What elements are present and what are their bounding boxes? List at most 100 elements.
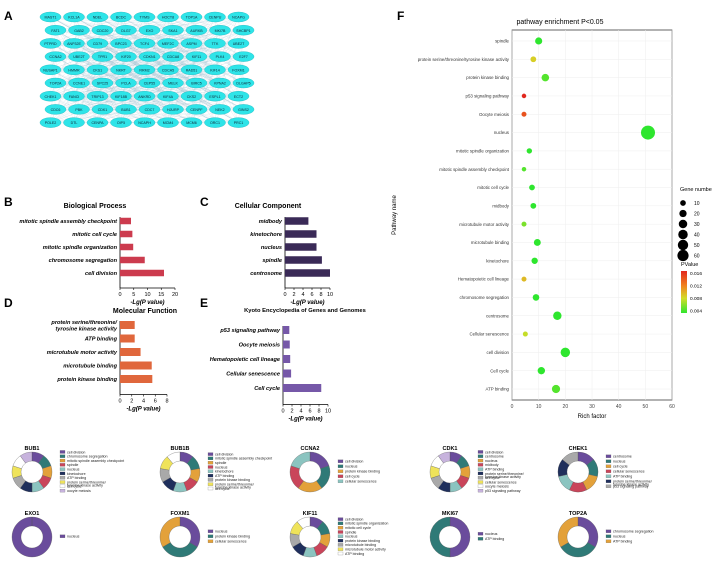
network-node: GAB2 (68, 25, 90, 36)
donut-legend-label: mitotic spindle assembly checkpoint (67, 459, 124, 463)
pathway-label: centrosome (486, 313, 509, 318)
donut-legend-label: microtubule motor activity (345, 548, 386, 552)
donut-legend-label: nucleus (67, 535, 80, 539)
bar (120, 334, 135, 343)
bar (283, 384, 322, 392)
network-node-label: TCF4 (140, 42, 149, 46)
network-node-label: UBE2T (73, 55, 85, 59)
donut-legend-label: ATP binding (215, 474, 234, 478)
size-legend-dot (677, 249, 689, 262)
bar (285, 256, 322, 264)
network-node-shape (63, 90, 85, 102)
size-legend-label: 10 (694, 201, 700, 207)
network-node-label: DTL (71, 121, 78, 125)
ppi-network: MAST1 KCL1A NDEL BCDC TYMS HOCT8 TOP1A CENPU NCA… (39, 11, 255, 128)
panel-label-d: D (4, 296, 13, 310)
network-node-shape (68, 25, 90, 36)
network-node-shape (133, 11, 156, 23)
network-node: ANKRD (133, 90, 156, 102)
network-node: ORC1 (204, 117, 226, 128)
donut-legend-label: protein kinase binding (345, 539, 380, 543)
network-node-shape (110, 117, 132, 128)
donut-legend-swatch (477, 532, 484, 536)
network-node: DLG7 (115, 25, 137, 36)
category-label: spindle (262, 258, 282, 264)
network-node-shape (68, 51, 90, 62)
network-node-shape (110, 64, 132, 76)
network-node-label: ASPM (186, 42, 196, 46)
network-node: ESPL1 (204, 90, 226, 102)
network-node-label: NDEL (93, 16, 103, 20)
network-node-shape (86, 38, 109, 49)
bar (285, 217, 309, 225)
network-node-shape (162, 25, 184, 36)
network-node: FOXM1 (227, 64, 250, 76)
x-tick-label: 2 (290, 409, 293, 415)
network-node: UBE2T (68, 51, 90, 62)
x-tick-label: 8 (165, 399, 168, 405)
network-node-shape (91, 25, 114, 36)
x-tick-label: 2 (130, 399, 133, 405)
donut-legend-swatch (605, 454, 612, 458)
x-tick-label: 8 (317, 409, 320, 415)
donut-legend-label: nucleus (485, 459, 498, 463)
donut-legend-swatch (59, 489, 66, 493)
x-tick-label: 4 (299, 409, 302, 415)
donut-legend-label: centrosome (485, 455, 504, 459)
donut-legend-label: ATP binding (613, 540, 632, 544)
network-node: KIF20 (115, 51, 137, 62)
donut-legend-label: spindle (67, 463, 78, 467)
network-node: KCL1A (63, 11, 85, 23)
network-node: HOCT8 (157, 11, 179, 23)
donut-legend-swatch (207, 456, 214, 460)
category-label: protein kinase binding (56, 377, 117, 383)
category-label: protein serine/threonine/ (50, 320, 118, 326)
network-node: CD79 (86, 38, 109, 49)
network-node-shape (115, 25, 137, 36)
network-node-label: ANKRD (138, 95, 151, 99)
network-node: CHEK1 (39, 90, 62, 102)
network-node: CCNA2 (44, 51, 67, 62)
network-node-shape (86, 11, 109, 23)
network-node-label: CDKN1 (143, 55, 155, 59)
donut-legend-label: cell cycle (485, 476, 500, 480)
donut-slice (429, 516, 451, 558)
network-node: KIF4A (157, 90, 179, 102)
network-node: PBK (68, 104, 90, 115)
donut-legend-swatch (477, 450, 484, 454)
network-node: MELK (162, 77, 184, 89)
x-tick-label: 4 (301, 292, 304, 298)
network-node: DLGAP5 (232, 77, 255, 89)
network-node-shape (68, 77, 90, 89)
donut-legend-label: chromosome segregation (613, 530, 654, 534)
donut-gene-label: KIF11 (303, 511, 318, 517)
donut-slice (438, 451, 451, 464)
donut-slice (449, 516, 471, 558)
network-node-shape (138, 25, 161, 36)
network-node-label: CENPU (209, 16, 222, 20)
network-node-shape (162, 104, 184, 115)
network-node: NUSAP1 (39, 64, 62, 76)
donut-legend-swatch (605, 464, 612, 468)
network-node: PTPRD (39, 38, 62, 49)
bar (283, 369, 292, 378)
bubble-point (553, 311, 562, 320)
donut-legend-label: kinetochore (215, 470, 234, 474)
donut-legend-swatch (477, 471, 484, 476)
network-node-shape (86, 90, 109, 102)
chart-title: Biological Process (64, 203, 127, 210)
network-node-label: ORC1 (210, 121, 220, 125)
bar (120, 375, 153, 383)
network-node-shape (138, 104, 161, 115)
donut-legend-label: nucleus (485, 532, 498, 536)
network-node-shape (227, 38, 250, 49)
network-edge (191, 82, 244, 123)
network-node: ANP32E (63, 38, 85, 49)
pathway-label: nucleus (494, 130, 510, 135)
network-node: SHCBP1 (232, 25, 255, 36)
network-node-label: TOP2A (50, 82, 62, 86)
network-node-shape (157, 38, 179, 49)
category-label: mitotic cell cycle (72, 232, 117, 238)
network-node: AURKB (185, 25, 208, 36)
